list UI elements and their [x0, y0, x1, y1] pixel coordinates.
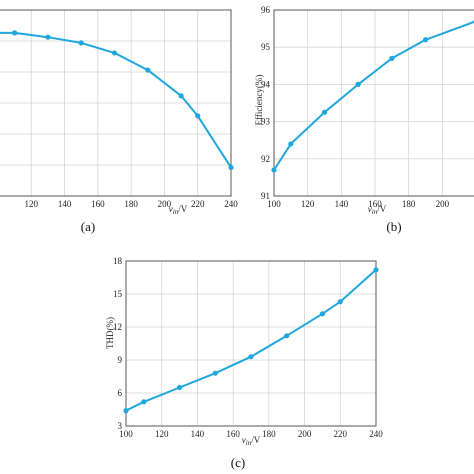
x-tick-label: 220	[191, 199, 205, 209]
x-tick-label: 160	[368, 199, 382, 209]
data-point	[337, 299, 343, 305]
chart-c-series	[123, 267, 379, 414]
chart-a-plot-frame	[0, 9, 232, 197]
x-tick-label: 180	[124, 199, 138, 209]
data-point	[321, 109, 328, 115]
chart-b-y-ticks: 91 92 93 94 95 96	[261, 5, 271, 201]
chart-a-x-ticks: 120 140 160 180 200 220 240	[25, 199, 239, 209]
y-tick-label: 95	[261, 42, 271, 52]
data-point	[355, 81, 361, 87]
chart-c-x-ticks: 100 120 140 160 180 200 220 240	[119, 429, 383, 439]
data-point	[228, 164, 234, 170]
data-point	[78, 40, 84, 46]
x-tick-label: 140	[335, 199, 349, 209]
x-tick-label: 120	[25, 199, 39, 209]
x-tick-label: 240	[369, 429, 383, 439]
y-tick-label: 3	[118, 421, 123, 431]
y-tick-label: 18	[113, 256, 123, 266]
y-tick-label: 91	[261, 191, 270, 201]
chart-c-x-axis-label: vin/V	[242, 435, 261, 447]
chart-a-series	[0, 30, 234, 170]
data-point	[422, 37, 429, 43]
chart-a: 120 140 160 180 200 220 240 vin/V (a)	[0, 9, 239, 234]
data-point	[389, 55, 395, 61]
data-point	[45, 34, 51, 40]
x-tick-label: 180	[402, 199, 416, 209]
chart-b-panel-label: (b)	[386, 219, 401, 234]
x-tick-label: 200	[436, 199, 450, 209]
chart-a-grid	[0, 10, 232, 196]
data-point	[176, 384, 183, 391]
chart-c: 100 120 140 160 180 200 220 240 3 6 9 12 15 18 vin/V…	[105, 256, 383, 470]
data-point	[12, 30, 18, 36]
x-tick-label: 220	[334, 429, 348, 439]
y-tick-label: 96	[261, 5, 271, 15]
data-point	[141, 399, 147, 405]
data-point	[271, 167, 277, 173]
chart-b: 100 120 140 160 180 200 91 92 93 94 95 96 vin/V Ef…	[254, 5, 474, 234]
chart-b-series	[271, 19, 474, 173]
x-tick-label: 160	[91, 199, 105, 209]
y-tick-label: 6	[118, 388, 123, 398]
data-point	[288, 141, 294, 147]
data-point	[248, 354, 254, 360]
data-point	[0, 31, 1, 35]
data-point	[195, 113, 201, 119]
series-line	[125, 268, 377, 412]
chart-b-grid	[273, 9, 474, 197]
y-tick-label: 92	[261, 154, 270, 164]
y-tick-label: 94	[261, 79, 271, 89]
chart-b-y-axis-label: Efficiency(%)	[254, 75, 264, 126]
x-tick-label: 100	[119, 429, 133, 439]
x-tick-label: 140	[58, 199, 72, 209]
chart-c-y-axis-label: THD(%)	[105, 317, 115, 349]
data-point	[123, 408, 129, 414]
chart-c-panel-label: (c)	[231, 455, 245, 470]
y-tick-label: 12	[113, 322, 122, 332]
chart-b-x-ticks: 100 120 140 160 180 200	[267, 199, 449, 209]
x-tick-label: 200	[298, 429, 312, 439]
x-tick-label: 140	[191, 429, 205, 439]
y-tick-label: 93	[261, 117, 271, 127]
chart-c-plot-frame	[125, 260, 377, 427]
x-tick-label: 200	[158, 199, 172, 209]
chart-c-y-ticks: 3 6 9 12 15 18	[113, 256, 123, 431]
chart-a-panel-label: (a)	[81, 219, 95, 234]
chart-b-x-axis-label: vin/V	[368, 204, 387, 216]
chart-b-plot-frame	[273, 9, 474, 197]
x-tick-label: 180	[262, 429, 276, 439]
x-tick-label: 240	[224, 199, 238, 209]
y-tick-label: 15	[113, 289, 123, 299]
data-point	[284, 333, 290, 339]
x-tick-label: 100	[267, 199, 281, 209]
x-tick-label: 160	[226, 429, 240, 439]
chart-a-x-axis-label: vin/V	[169, 204, 188, 216]
x-tick-label: 120	[301, 199, 315, 209]
x-tick-label: 120	[155, 429, 169, 439]
data-point	[145, 67, 151, 73]
data-point	[111, 50, 118, 56]
series-line	[273, 20, 474, 171]
data-point	[373, 267, 379, 273]
data-point	[319, 311, 326, 317]
y-tick-label: 9	[118, 355, 123, 365]
data-point	[212, 370, 218, 376]
chart-c-grid	[125, 260, 377, 427]
data-point	[178, 93, 184, 99]
